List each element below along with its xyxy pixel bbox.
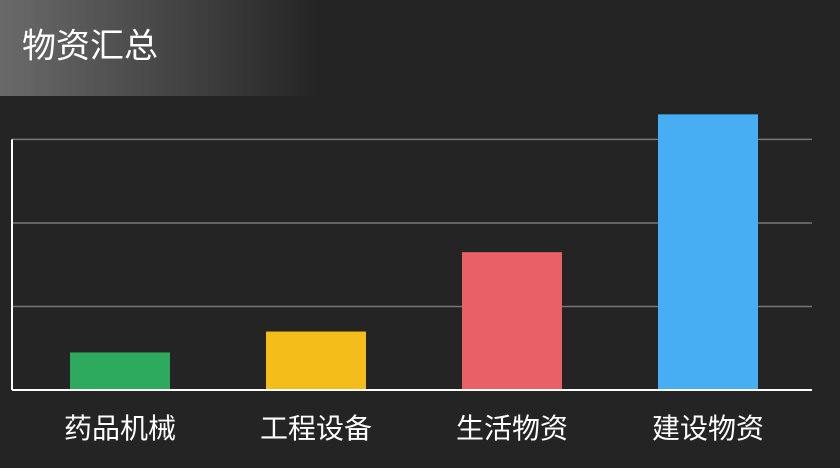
bar (266, 331, 366, 390)
chart-title: 物资汇总 (22, 27, 158, 67)
title-header (0, 0, 320, 96)
bar (70, 352, 170, 390)
x-tick-label: 建设物资 (652, 412, 764, 445)
x-tick-label: 药品机械 (64, 412, 176, 445)
bar (658, 114, 758, 391)
x-tick-label: 生活物资 (456, 412, 568, 445)
bar (462, 252, 562, 390)
x-tick-label: 工程设备 (260, 412, 372, 445)
